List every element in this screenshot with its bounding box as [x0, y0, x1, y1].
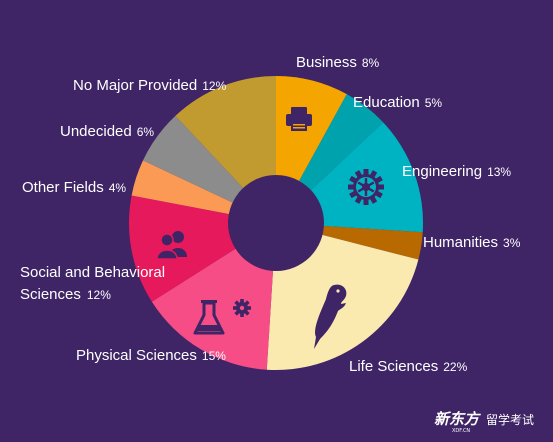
people-icon — [156, 231, 187, 260]
slice-label-business: Business 8% — [296, 54, 380, 71]
slice-name-line: Social and Behavioral — [20, 264, 165, 281]
watermark-text: 留学考试 — [486, 412, 534, 427]
slice-name: Undecided — [60, 123, 132, 140]
flask-icon — [193, 300, 225, 335]
slice-percent: 13% — [487, 165, 511, 179]
slice-percent: 6% — [137, 125, 155, 139]
slice-percent: 15% — [202, 349, 226, 363]
slice-name: Physical Sciences — [76, 347, 197, 364]
donut-hole — [228, 175, 324, 271]
slice-percent: 12% — [202, 79, 226, 93]
slice-percent: 8% — [362, 56, 380, 70]
slice-name: Education — [353, 94, 420, 111]
slice-labels: Business 8% Education 5% Engineering 13% Human… — [20, 54, 521, 375]
printer-icon — [286, 107, 312, 131]
slice-label-humanities: Humanities 3% — [423, 234, 521, 251]
parrot-icon — [314, 284, 347, 349]
slice-label-other-fields: Other Fields 4% — [22, 179, 126, 196]
slice-physical-sciences — [151, 223, 276, 370]
slice-name: No Major Provided — [73, 77, 197, 94]
slice-label-life-sciences: Life Sciences 22% — [349, 358, 468, 375]
slice-label-undecided: Undecided 6% — [60, 123, 154, 140]
slice-percent: 5% — [425, 96, 443, 110]
slice-label-physical-sciences: Physical Sciences 15% — [76, 347, 226, 364]
slice-label-education: Education 5% — [353, 94, 442, 111]
slice-name: Other Fields — [22, 179, 104, 196]
slice-label-no-major-provided: No Major Provided 12% — [73, 77, 227, 94]
slice-name: Engineering — [402, 163, 482, 180]
slice-name: Humanities — [423, 234, 498, 251]
slice-label-social-and-behavioral-sciences: Social and Behavioral Sciences 12% — [20, 264, 165, 303]
watermark-logo-sub: XDF.CN — [452, 428, 470, 434]
watermark-logo: 新东方 — [434, 410, 481, 428]
slice-icons — [156, 107, 384, 349]
slice-percent: 22% — [443, 360, 467, 374]
slice-name-line: Sciences — [20, 286, 81, 303]
slice-label-engineering: Engineering 13% — [402, 163, 511, 180]
slice-percent: 4% — [109, 181, 127, 195]
slice-name: Business — [296, 54, 357, 71]
slice-percent: 12% — [87, 288, 111, 302]
gear-icon — [348, 169, 384, 205]
small-gear-icon — [233, 299, 251, 317]
watermark: 新东方 XDF.CN 留学考试 — [434, 410, 534, 434]
slice-name: Life Sciences — [349, 358, 438, 375]
slice-percent: 3% — [503, 236, 521, 250]
